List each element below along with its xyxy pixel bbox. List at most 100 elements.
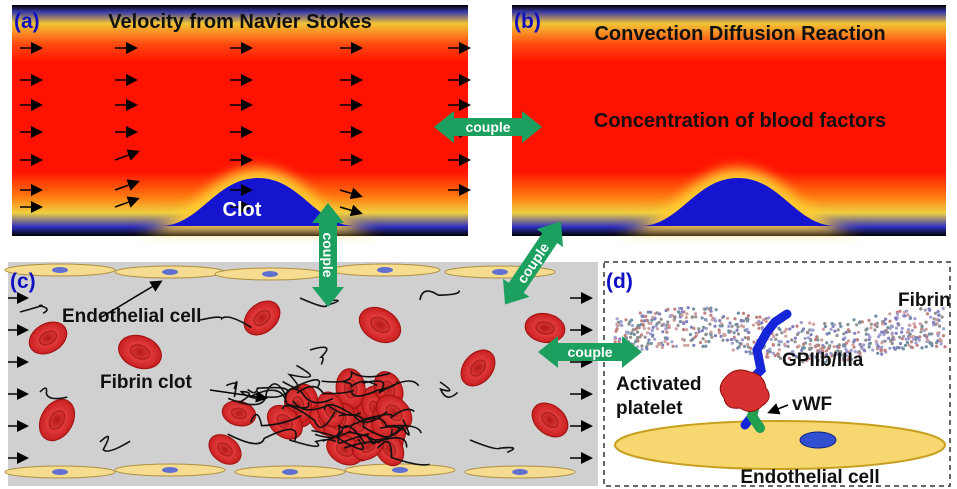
fibrin-atom xyxy=(809,338,813,343)
fibrin-strand xyxy=(238,390,261,404)
fibrin-atom xyxy=(638,311,642,315)
fibrin-atom xyxy=(714,319,718,323)
rbc-center xyxy=(276,414,294,431)
fibrin-atom xyxy=(757,326,761,330)
fibrin-atom xyxy=(743,336,747,340)
fibrin-atom xyxy=(808,321,812,325)
fibrin-atom xyxy=(690,315,694,319)
platelet-label: Activated xyxy=(616,374,702,395)
fibrin-atom xyxy=(772,334,776,339)
fibrin-atom xyxy=(927,332,931,336)
fibrin-atom xyxy=(626,330,630,334)
fibrin-atom xyxy=(766,349,770,353)
rbc-center xyxy=(253,309,271,327)
fibrin-atom xyxy=(629,335,633,339)
fibrin-atom xyxy=(746,318,750,322)
fibrin-strand xyxy=(469,439,515,454)
fibrin-atom xyxy=(873,328,877,332)
fibrin-atom xyxy=(653,337,657,341)
fibrin-atom xyxy=(697,327,701,331)
fibrin-strand xyxy=(227,428,297,445)
fibrin-atom xyxy=(764,319,768,323)
fibrin-atom xyxy=(932,320,936,325)
fibrin-atom xyxy=(832,345,836,349)
fibrin-atom xyxy=(855,323,859,327)
fibrin-atom xyxy=(864,338,868,342)
fibrin-atom xyxy=(799,320,803,325)
fibrin-atom xyxy=(823,321,827,326)
panel-d: (d) Fibrin GPIIb/IIIa Activated platelet… xyxy=(603,261,951,488)
fibrin-atom xyxy=(919,330,923,334)
panel-subtitle: Concentration of blood factors xyxy=(594,110,886,132)
fibrin-atom xyxy=(873,323,877,327)
fibrin-atom xyxy=(936,333,940,338)
fibrin-atom xyxy=(811,328,815,332)
fibrin-atom xyxy=(801,360,805,364)
nucleus xyxy=(162,467,178,473)
fibrin-atom xyxy=(848,351,852,355)
fibrin-atom xyxy=(645,331,650,335)
pointer xyxy=(767,403,789,415)
fibrin-atom xyxy=(902,334,906,338)
fibrin-atom xyxy=(808,342,812,346)
fibrin-atom xyxy=(825,332,829,336)
fibrin-atom xyxy=(640,347,644,351)
platelet xyxy=(719,369,770,412)
fibrin-atom xyxy=(765,352,769,356)
nucleus xyxy=(392,467,408,473)
fibrin-atom xyxy=(682,321,686,326)
fibrin-atom xyxy=(777,343,781,347)
fibrin-atom xyxy=(617,340,621,344)
fibrin-strand xyxy=(349,417,422,434)
fibrin-atom xyxy=(704,339,708,343)
fibrin-atom xyxy=(747,330,751,335)
fibrin-atom xyxy=(803,336,807,340)
fibrin-strand xyxy=(289,438,337,448)
fibrin-strand xyxy=(362,380,420,394)
fibrin-atom xyxy=(755,315,759,319)
fibrin-atom xyxy=(640,333,644,337)
fibrin-atom xyxy=(700,316,704,320)
clot xyxy=(160,178,356,226)
endothelial-label: Endothelial cell xyxy=(740,467,879,488)
red-blood-cell xyxy=(38,398,76,442)
fibrin-strand xyxy=(367,419,410,441)
fibrin-atom xyxy=(678,320,683,324)
fibrin-atom xyxy=(907,343,911,347)
fibrin-atom xyxy=(659,317,663,321)
fibrin-atom xyxy=(748,350,752,354)
rbc-body xyxy=(358,306,402,344)
fibrin-atom xyxy=(933,311,938,315)
fibrin-atom xyxy=(692,343,696,347)
fibrin-atom xyxy=(736,311,741,315)
rbc-center xyxy=(230,407,248,420)
fibrin-atom xyxy=(914,341,918,345)
fibrin-atom xyxy=(904,309,909,313)
fibrin-atom xyxy=(744,350,748,354)
velocity-arrows xyxy=(20,42,471,217)
fibrin-strand xyxy=(296,385,355,395)
fibrin-atom xyxy=(941,334,946,338)
fibrin-atom xyxy=(791,350,795,354)
fibrin-atom xyxy=(874,314,878,318)
fibrin-atom xyxy=(897,346,901,350)
fibrin-atom xyxy=(746,336,750,340)
fibrin-atom xyxy=(801,342,806,346)
fibrin-atom xyxy=(790,338,794,342)
fibrin-atom xyxy=(755,321,759,325)
fibrin-atom xyxy=(851,343,855,347)
fibrin-atom xyxy=(718,319,722,323)
double-arrow xyxy=(502,221,564,305)
fibrin-atom xyxy=(837,345,841,349)
fibrin-atom xyxy=(708,322,712,326)
fibrin-atom xyxy=(733,317,737,321)
fibrin-strand xyxy=(249,413,302,427)
fibrin-atom xyxy=(900,337,904,341)
fibrin-atom xyxy=(842,355,846,359)
fibrin-atom xyxy=(883,348,887,352)
fibrin-atom xyxy=(649,341,653,346)
red-blood-cell xyxy=(375,394,413,431)
fibrin-atom xyxy=(815,335,819,339)
fibrin-atom xyxy=(833,329,837,333)
fibrin-atom xyxy=(821,327,826,331)
